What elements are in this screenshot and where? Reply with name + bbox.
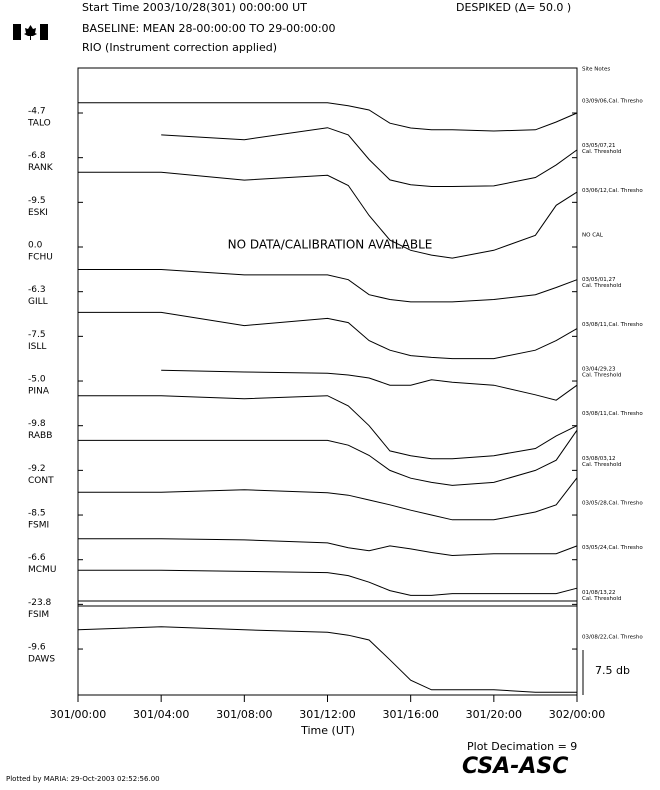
station-name: FSIM: [28, 610, 49, 620]
site-notes-title: Site Notes: [582, 67, 610, 73]
x-tick-label: 302/00:00: [549, 708, 605, 721]
station-baseline: -9.5: [28, 196, 46, 206]
decimation: Plot Decimation = 9: [467, 740, 577, 753]
site-note: 03/08/11,Cal. Thresho: [582, 322, 643, 328]
station-name: MCMU: [28, 565, 56, 575]
x-tick-label: 301/08:00: [216, 708, 272, 721]
trace: [78, 102, 578, 132]
site-note: 01/08/13,22: [582, 590, 615, 596]
site-note: Cal. Threshold: [582, 462, 621, 468]
station-baseline: 0.0: [28, 241, 43, 251]
station-baseline: -6.8: [28, 151, 46, 161]
station-baseline: -4.7: [28, 107, 46, 117]
trace: [161, 127, 578, 187]
trace: [78, 395, 578, 460]
site-note: Cal. Threshold: [582, 283, 621, 289]
station-baseline: -9.8: [28, 419, 46, 429]
x-axis-label: Time (UT): [300, 724, 355, 737]
site-note: 03/05/01,27: [582, 277, 616, 283]
site-note: 03/05/07,21: [582, 143, 615, 149]
header-line: Start Time 2003/10/28(301) 00:00:00 UT: [82, 1, 307, 14]
site-note: 03/06/12,Cal. Thresho: [582, 188, 643, 194]
site-note: 03/08/11,Cal. Thresho: [582, 411, 643, 417]
station-name: CONT: [28, 476, 54, 486]
flag: [13, 24, 48, 40]
trace: [78, 569, 578, 596]
x-tick-label: 301/12:00: [299, 708, 355, 721]
trace: [78, 311, 578, 360]
plotted-by: Plotted by MARIA: 29-Oct-2003 02:52:56.0…: [6, 775, 160, 783]
trace: [78, 171, 578, 259]
x-tick-label: 301/16:00: [382, 708, 438, 721]
site-note: 03/08/22,Cal. Thresho: [582, 635, 643, 641]
station-baseline: -6.6: [28, 553, 46, 563]
x-tick-label: 301/04:00: [133, 708, 189, 721]
trace: [78, 477, 578, 521]
station-baseline: -6.3: [28, 285, 46, 295]
header-line: RIO (Instrument correction applied): [82, 41, 277, 54]
site-note: 03/09/06,Cal. Thresho: [582, 99, 643, 105]
scale-bar-label: 7.5 db: [595, 664, 630, 677]
site-note: Cal. Threshold: [582, 373, 621, 379]
logo: CSA-ASC: [462, 754, 568, 779]
trace: [161, 369, 578, 401]
station-name: PINA: [28, 387, 50, 397]
site-note: 03/05/24,Cal. Thresho: [582, 545, 643, 551]
station-baseline: -5.0: [28, 375, 46, 385]
site-note: 03/04/29,23: [582, 367, 616, 373]
station-name: FCHU: [28, 253, 53, 263]
site-note: 03/08/03,12: [582, 456, 615, 462]
station-name: ISLL: [28, 342, 46, 352]
station-name: GILL: [28, 297, 48, 307]
station-baseline: -23.8: [28, 598, 52, 608]
site-note: 03/05/28,Cal. Thresho: [582, 501, 643, 507]
station-name: TALO: [27, 119, 51, 129]
site-note: Cal. Threshold: [582, 149, 621, 155]
station-name: FSMI: [28, 521, 49, 531]
station-name: ESKI: [28, 208, 48, 218]
trace: [77, 626, 577, 693]
site-note: Cal. Threshold: [582, 596, 621, 602]
station-baseline: -7.5: [28, 330, 46, 340]
station-name: DAWS: [28, 655, 55, 665]
x-tick-label: 301/20:00: [466, 708, 522, 721]
station-name: RABB: [28, 431, 52, 441]
annotation: NO DATA/CALIBRATION AVAILABLE: [228, 238, 433, 252]
trace: [78, 429, 578, 486]
station-baseline: -8.5: [28, 509, 46, 519]
trace: [78, 269, 578, 303]
station-name: RANK: [28, 163, 54, 173]
station-baseline: -9.6: [28, 643, 46, 653]
despiked: DESPIKED (Δ= 50.0 ): [456, 1, 571, 14]
trace: [78, 538, 578, 557]
station-baseline: -9.2: [28, 464, 46, 474]
site-note: NO CAL: [582, 233, 604, 239]
x-tick-label: 301/00:00: [50, 708, 106, 721]
header-line: BASELINE: MEAN 28-00:00:00 TO 29-00:00:0…: [82, 22, 336, 35]
